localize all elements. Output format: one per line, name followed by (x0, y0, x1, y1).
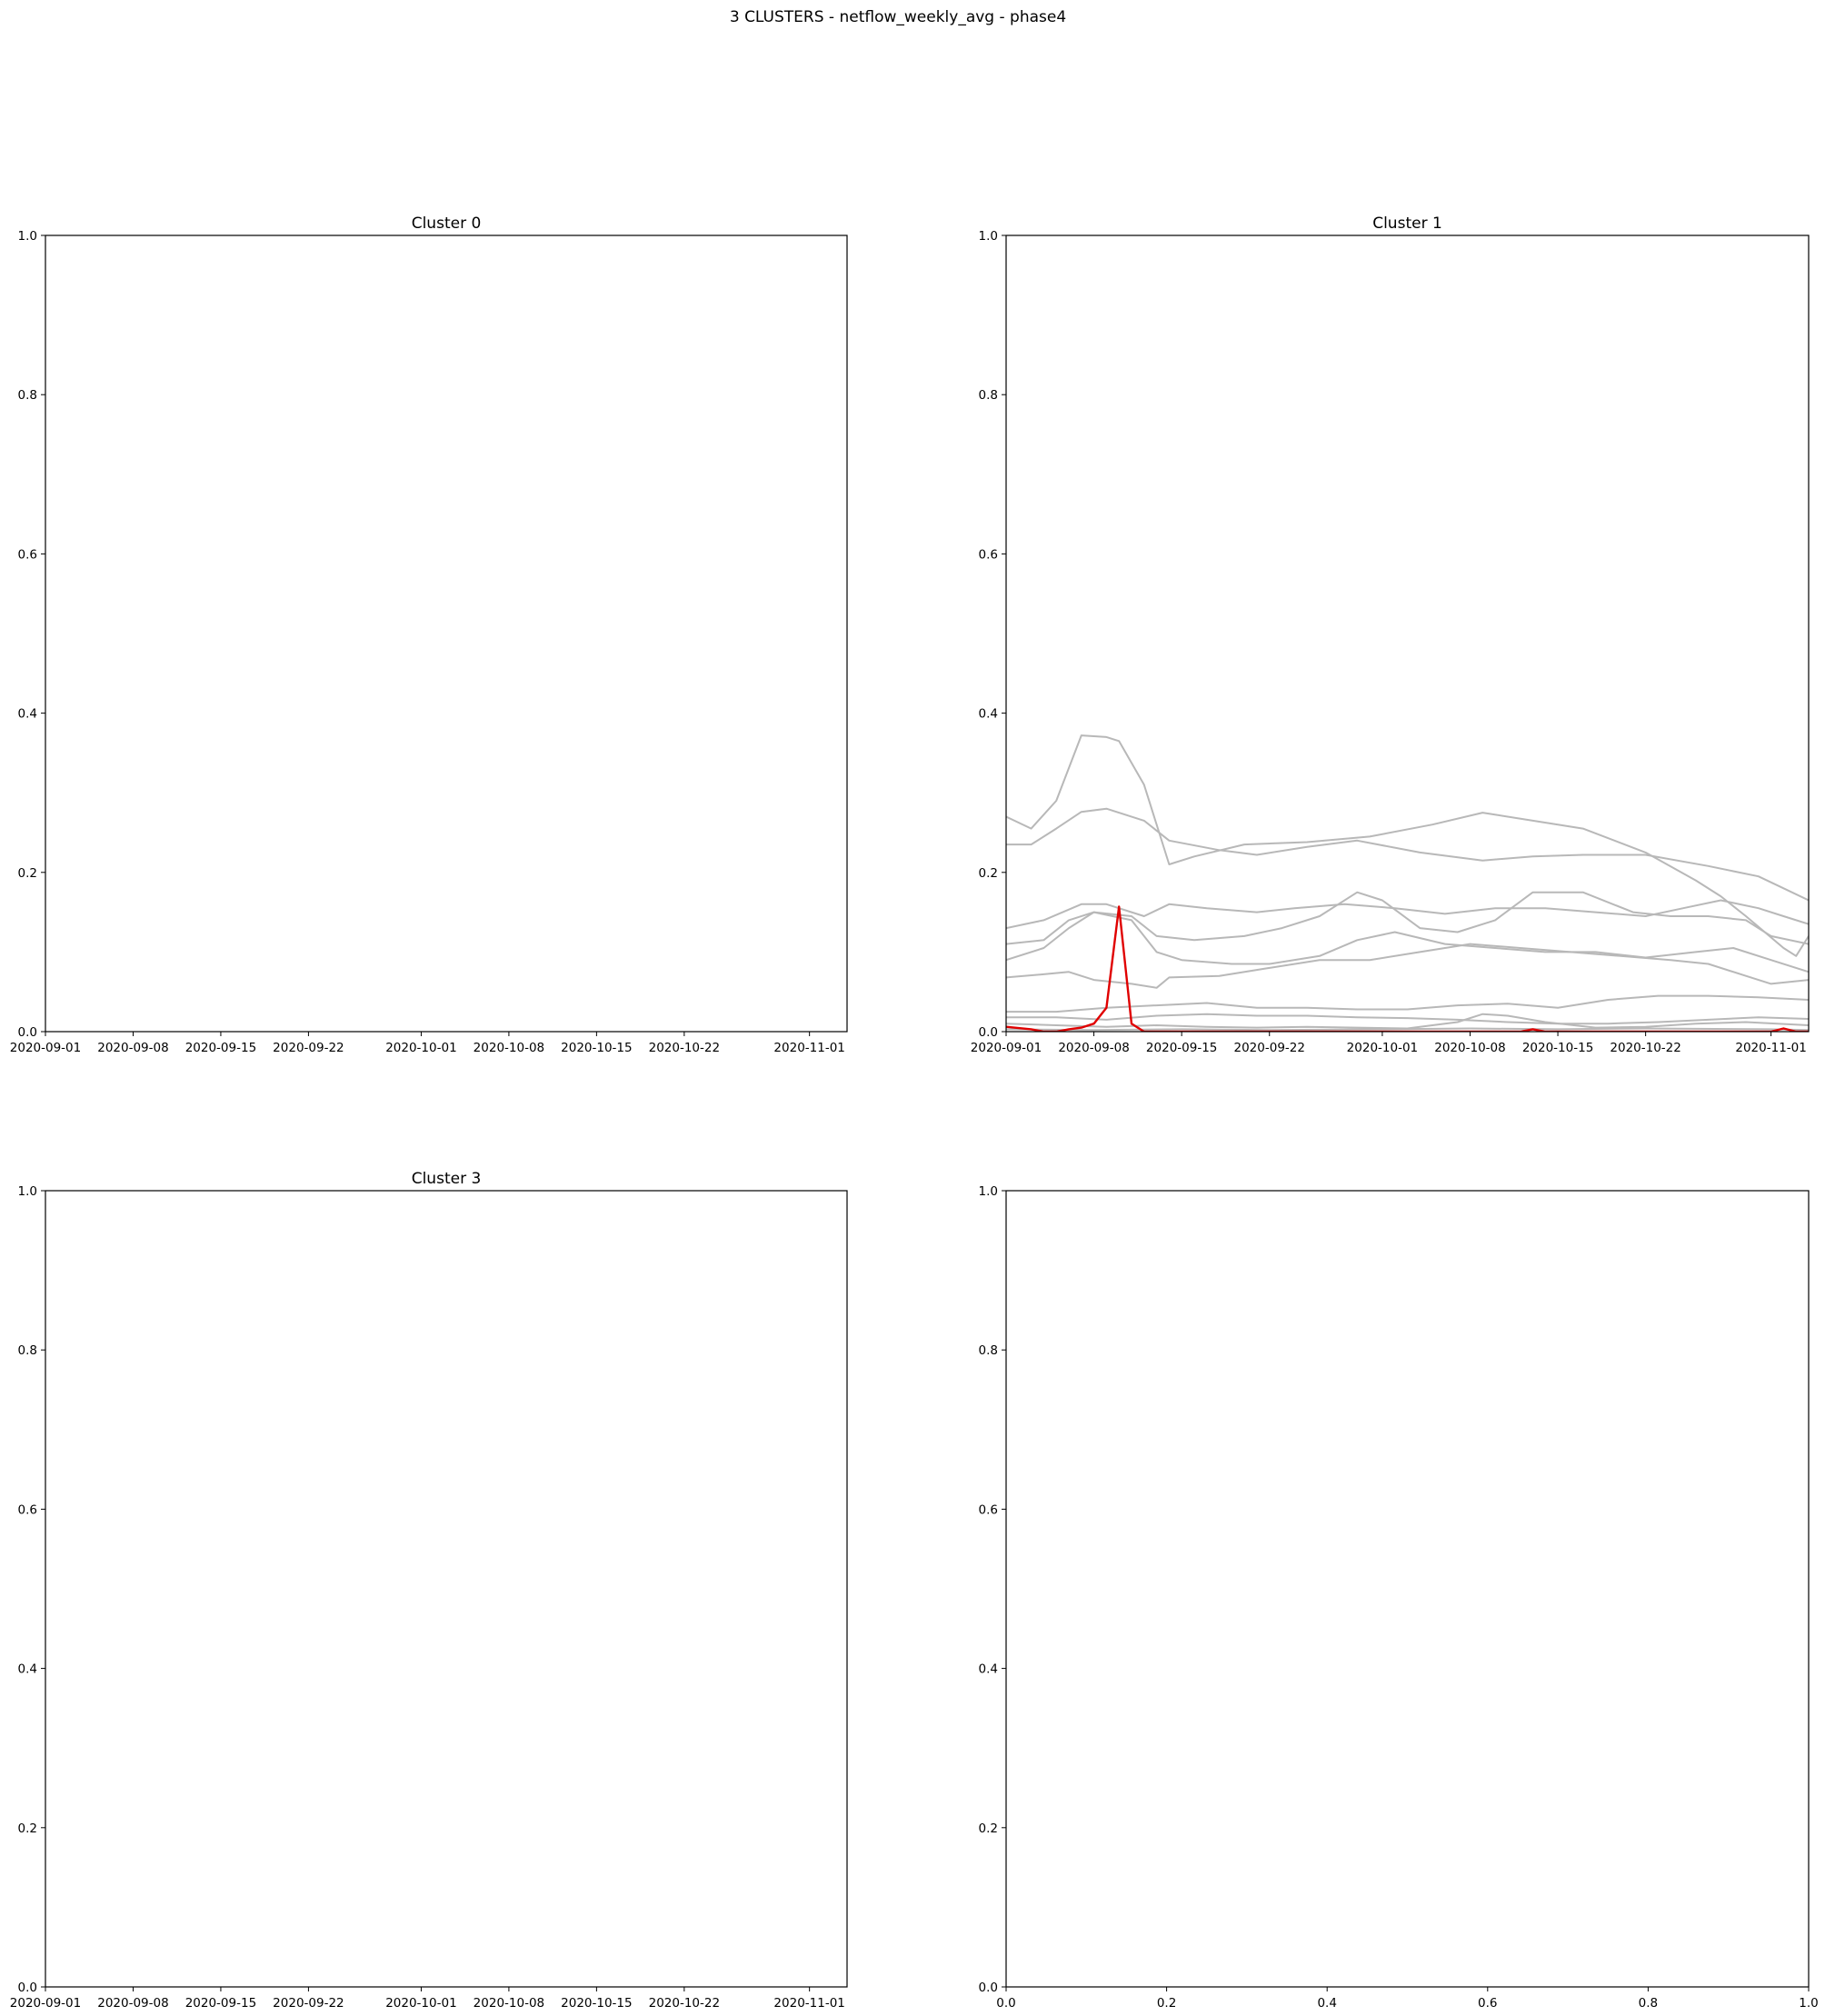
axes-frame (45, 1190, 848, 1988)
x-tick-label: 2020-10-15 (1522, 1041, 1593, 1055)
x-tick-label: 0.0 (996, 1996, 1015, 2011)
x-tick-label: 2020-10-22 (649, 1041, 720, 1055)
member-series-line (1006, 734, 1809, 957)
x-tick-label: 1.0 (1799, 1996, 1818, 2011)
subplot-0: Cluster 0 0.0 0.2 0.4 0.6 0.8 1.0 2020-09-01 202… (10, 215, 848, 1055)
subplot-3: 0.0 0.2 0.4 0.6 0.8 1.0 0.0 0.2 0.4 0.6 0.8 1.0 (979, 1184, 1819, 2011)
axes-frame (1005, 235, 1810, 1033)
x-tick-label: 2020-10-15 (561, 1996, 632, 2011)
x-tick-label: 2020-10-22 (1610, 1041, 1680, 1055)
x-tick-label: 2020-10-01 (385, 1041, 456, 1055)
subplot-1: Cluster 1 0.0 0.2 0.4 0.6 0.8 1.0 2020-09-01 202… (971, 215, 1810, 1055)
y-tick-label: 0.6 (979, 1502, 998, 1517)
x-tick-label: 2020-09-01 (10, 1996, 81, 2011)
y-tick-label: 0.4 (18, 1662, 37, 1677)
x-tick-label: 2020-10-22 (649, 1996, 720, 2011)
highlight-series-line (1006, 905, 1809, 1032)
x-tick-label: 0.6 (1478, 1996, 1497, 2011)
subplot-title: Cluster 3 (412, 1170, 482, 1188)
x-tick-label: 0.8 (1639, 1996, 1658, 2011)
y-tick-label: 0.8 (18, 388, 37, 403)
subplot-2: Cluster 3 0.0 0.2 0.4 0.6 0.8 1.0 2020-09-01 202… (10, 1170, 848, 2011)
x-tick-label: 2020-09-08 (97, 1996, 168, 2011)
x-tick-label: 2020-09-15 (1146, 1041, 1217, 1055)
x-tick-label: 2020-10-15 (561, 1041, 632, 1055)
y-tick-label: 0.4 (18, 707, 37, 722)
x-tick-label: 2020-09-22 (273, 1041, 344, 1055)
figure-suptitle: 3 CLUSTERS - netflow_weekly_avg - phase4 (730, 8, 1066, 26)
series-group (1006, 734, 1809, 1032)
y-tick-label: 0.0 (18, 1981, 37, 1995)
y-tick-label: 0.4 (979, 707, 998, 722)
x-tick-label: 2020-11-01 (773, 1041, 844, 1055)
y-tick-label: 0.0 (979, 1025, 998, 1040)
x-tick-label: 2020-09-15 (185, 1996, 256, 2011)
x-tick-label: 2020-09-22 (273, 1996, 344, 2011)
x-tick-label: 2020-10-08 (474, 1041, 544, 1055)
x-tick-label: 2020-09-22 (1234, 1041, 1305, 1055)
member-series-line (1006, 807, 1809, 902)
axes-frame (45, 235, 848, 1033)
y-tick-label: 0.2 (979, 1821, 998, 1836)
y-tick-label: 0.2 (979, 866, 998, 881)
x-tick-label: 2020-10-08 (1434, 1041, 1505, 1055)
y-tick-label: 0.8 (979, 1343, 998, 1358)
member-series-line (1006, 891, 1809, 945)
y-tick-label: 1.0 (979, 229, 998, 244)
y-tick-label: 0.4 (979, 1662, 998, 1677)
x-tick-label: 2020-09-15 (185, 1041, 256, 1055)
x-tick-label: 2020-11-01 (1735, 1041, 1806, 1055)
x-tick-label: 2020-10-08 (474, 1996, 544, 2011)
y-tick-label: 0.2 (18, 866, 37, 881)
member-series-line (1006, 1013, 1809, 1030)
y-tick-label: 1.0 (979, 1184, 998, 1199)
x-tick-label: 2020-10-01 (1347, 1041, 1418, 1055)
x-tick-label: 2020-09-01 (971, 1041, 1042, 1055)
x-tick-label: 0.4 (1317, 1996, 1336, 2011)
subplot-grid: Cluster 0 0.0 0.2 0.4 0.6 0.8 1.0 2020-09-01 202… (10, 215, 1819, 2011)
y-tick-label: 1.0 (18, 1184, 37, 1199)
y-tick-label: 1.0 (18, 229, 37, 244)
x-tick-label: 2020-10-01 (385, 1996, 456, 2011)
subplot-title: Cluster 1 (1372, 215, 1442, 233)
y-tick-label: 0.8 (979, 388, 998, 403)
y-tick-label: 0.0 (979, 1981, 998, 1995)
member-series-line (1006, 899, 1809, 930)
member-series-line (1006, 1013, 1809, 1025)
x-tick-label: 2020-09-01 (10, 1041, 81, 1055)
x-tick-label: 2020-09-08 (97, 1041, 168, 1055)
axes-frame (1005, 1190, 1810, 1988)
y-tick-label: 0.6 (18, 547, 37, 562)
x-tick-label: 2020-11-01 (773, 1996, 844, 2011)
member-series-line (1006, 1027, 1809, 1032)
y-tick-label: 0.6 (18, 1502, 37, 1517)
x-tick-label: 2020-09-08 (1058, 1041, 1129, 1055)
member-series-line (1006, 911, 1809, 973)
y-tick-label: 0.0 (18, 1025, 37, 1040)
member-series-line (1006, 994, 1809, 1013)
y-tick-label: 0.8 (18, 1343, 37, 1358)
y-tick-label: 0.2 (18, 1821, 37, 1836)
y-tick-label: 0.6 (979, 547, 998, 562)
x-tick-label: 0.2 (1157, 1996, 1176, 2011)
member-series-line (1006, 943, 1809, 989)
subplot-title: Cluster 0 (412, 215, 482, 233)
